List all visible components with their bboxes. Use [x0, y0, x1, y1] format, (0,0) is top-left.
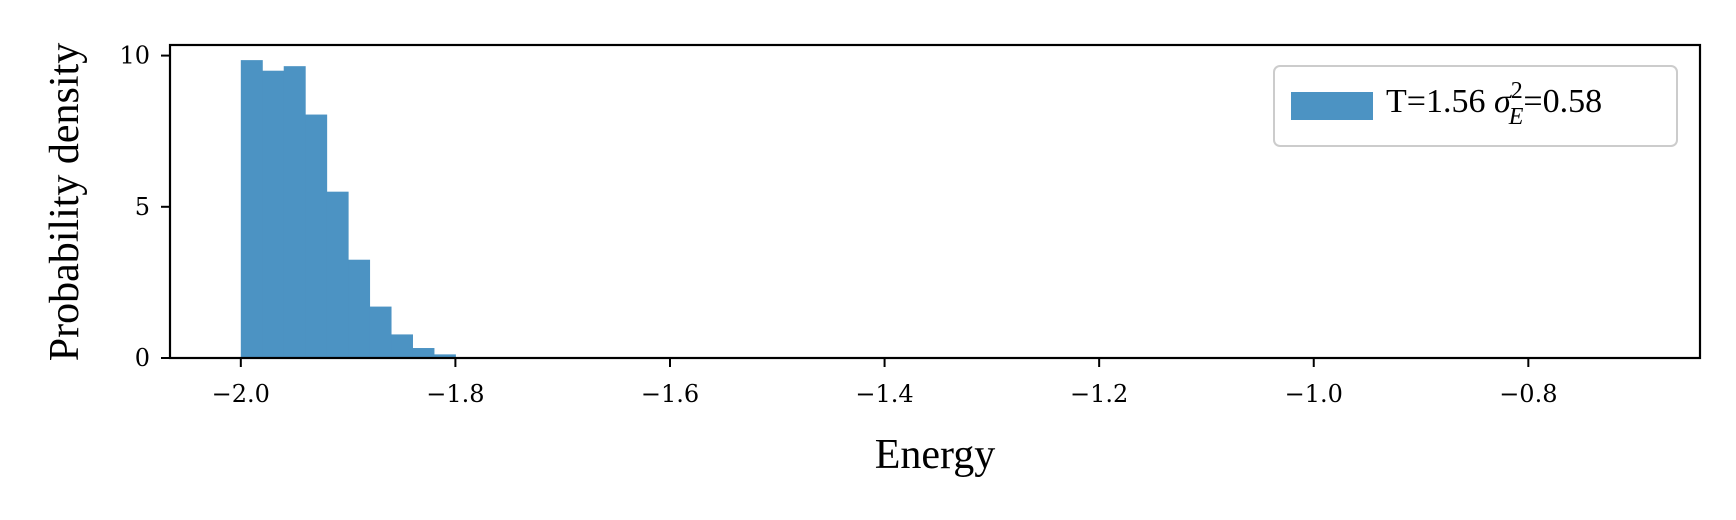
y-tick-label: 10 — [119, 42, 150, 70]
legend-label: T=1.56 σ2 E=0.58 — [1386, 78, 1602, 130]
legend-label-prefix: T=1.56 — [1386, 83, 1494, 120]
histogram-bars — [240, 60, 456, 359]
x-axis-label: Energy — [875, 432, 996, 478]
histogram-bar — [326, 191, 349, 358]
x-tick-label: −1.4 — [855, 380, 913, 408]
legend-box — [1273, 65, 1678, 147]
histogram-bar — [305, 114, 328, 358]
x-tick-label: −1.0 — [1285, 380, 1343, 408]
histogram-bar — [412, 348, 435, 358]
legend-label-subscript: E — [1508, 104, 1524, 130]
histogram-bar — [348, 259, 371, 358]
x-axis-ticks: −2.0 −1.8 −1.6 −1.4 −1.2 −1.0 −0.8 — [212, 358, 1557, 408]
histogram-bar — [391, 334, 413, 358]
plot-area-frame — [168, 43, 1702, 360]
y-tick-label: 0 — [135, 344, 150, 372]
y-axis-label: Probability density — [42, 43, 88, 362]
legend: T=1.56 σ2 E=0.58 — [1273, 65, 1678, 147]
x-tick-label: −1.6 — [641, 380, 699, 408]
histogram-bar — [433, 354, 456, 358]
x-tick-label: −0.8 — [1499, 380, 1557, 408]
y-axis-ticks: 0 5 10 — [119, 42, 170, 372]
histogram-bar — [283, 66, 306, 359]
histogram-bar — [262, 70, 285, 358]
x-tick-label: −1.8 — [426, 380, 484, 408]
histogram-bar — [240, 60, 263, 358]
legend-label-sigma: σ — [1494, 83, 1512, 120]
legend-label-superscript: 2 — [1511, 78, 1523, 104]
x-tick-label: −1.2 — [1070, 380, 1128, 408]
legend-label-suffix: =0.58 — [1523, 83, 1602, 120]
legend-swatch — [1291, 92, 1373, 120]
x-tick-label: −2.0 — [212, 380, 270, 408]
histogram-bar — [369, 306, 392, 358]
y-tick-label: 5 — [135, 193, 150, 221]
